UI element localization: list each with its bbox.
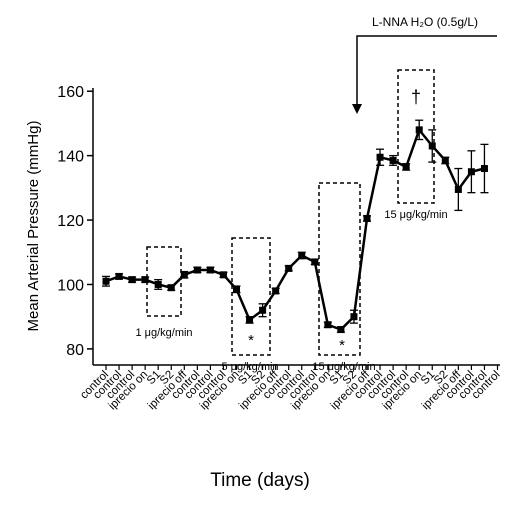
annotation: * (339, 337, 345, 354)
annotation: † (411, 87, 421, 107)
y-tick-label: 120 (57, 213, 84, 230)
point (428, 142, 436, 150)
annotation: 1 μg/kg/min (135, 327, 192, 339)
point (441, 156, 449, 164)
point (102, 277, 110, 285)
point (285, 264, 293, 272)
point (376, 153, 384, 161)
annotation: * (248, 332, 254, 349)
x-axis-title: Time (days) (210, 470, 310, 491)
annotation: L-NNA H₂O (0.5g/L) (372, 15, 478, 29)
point (167, 284, 175, 292)
point (363, 214, 371, 222)
bracket-line (356, 35, 497, 106)
point (311, 258, 319, 266)
point (337, 326, 345, 334)
point (454, 185, 462, 193)
point (480, 165, 488, 173)
point (128, 276, 136, 284)
annotation: 15 μg/kg/min (384, 209, 447, 221)
point (115, 272, 123, 280)
point (298, 251, 306, 259)
point (154, 280, 162, 288)
annotation: 15 μg/kg/min (312, 361, 375, 373)
y-axis-title: Mean Arterial Pressure (mmHg) (25, 121, 42, 332)
point (402, 163, 410, 171)
y-tick-label: 80 (66, 342, 84, 359)
y-tick-label: 100 (57, 277, 84, 294)
point (389, 156, 397, 164)
point (350, 313, 358, 321)
y-tick-label: 160 (57, 84, 84, 101)
treatment-bracket (352, 35, 497, 114)
series-line (105, 127, 485, 332)
point (219, 271, 227, 279)
dose-box (397, 69, 435, 204)
point (272, 287, 280, 295)
point (141, 276, 149, 284)
point (467, 168, 475, 176)
point (206, 266, 214, 274)
point (233, 285, 240, 293)
point (246, 316, 254, 324)
annotation: 5 μg/kg/min (221, 361, 278, 373)
y-tick-label: 140 (57, 149, 84, 166)
point (415, 126, 423, 134)
arrow-head (352, 104, 362, 114)
point (193, 266, 201, 274)
point (324, 321, 332, 329)
point (180, 271, 188, 279)
point (259, 306, 267, 314)
